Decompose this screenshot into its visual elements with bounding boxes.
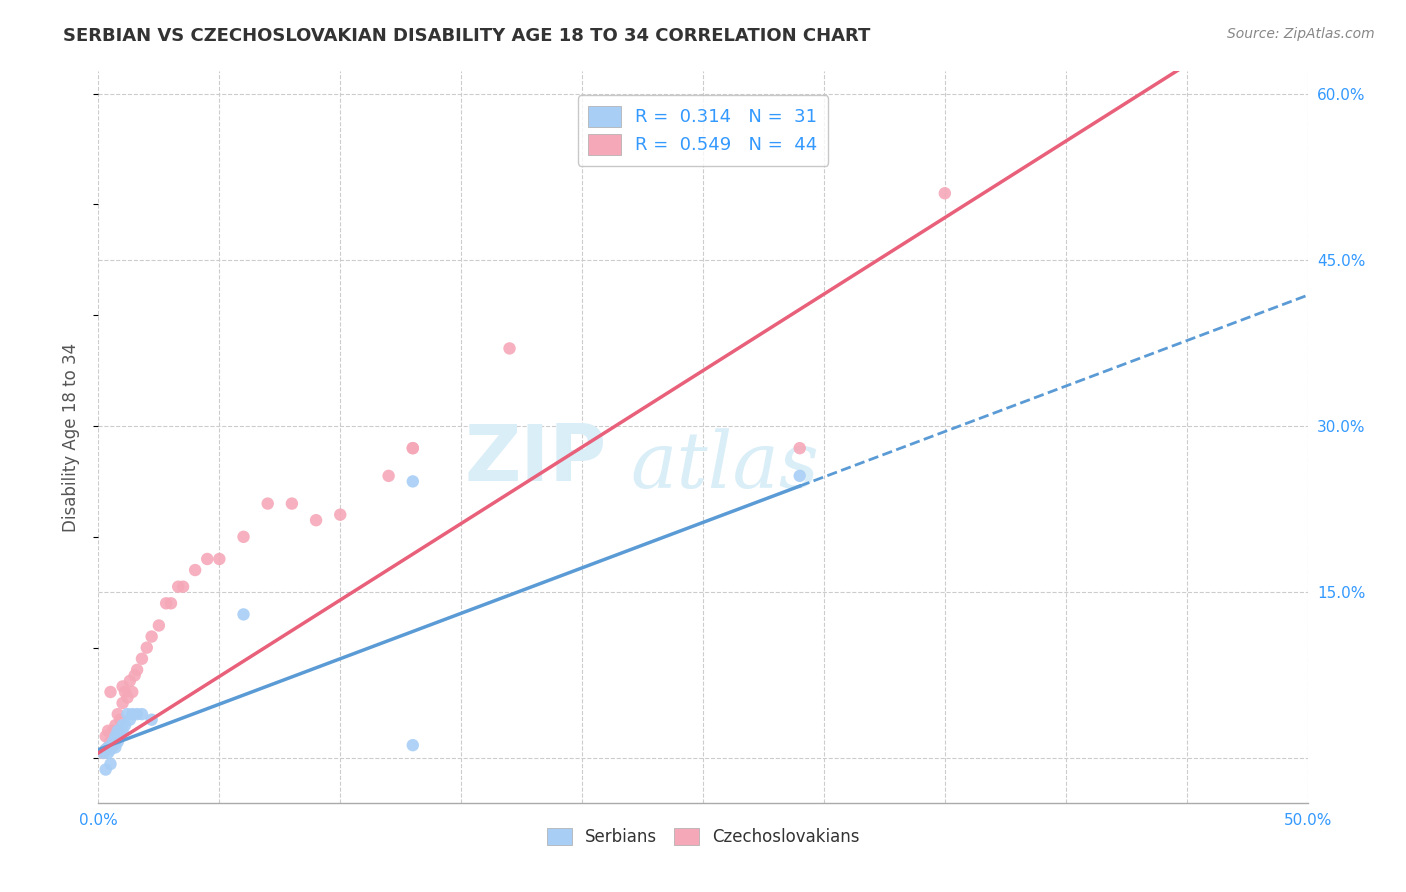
Text: ZIP: ZIP <box>464 421 606 497</box>
Point <box>195 552 218 566</box>
Point <box>141 713 163 727</box>
Point <box>402 475 425 489</box>
Point <box>108 729 131 743</box>
Point <box>101 723 124 738</box>
Point <box>184 563 207 577</box>
Point <box>789 441 811 455</box>
Point <box>131 707 153 722</box>
Point <box>97 740 120 755</box>
Point <box>121 685 143 699</box>
Point <box>127 663 149 677</box>
Point <box>114 718 136 732</box>
Point <box>108 713 131 727</box>
Point <box>94 729 117 743</box>
Point <box>155 596 177 610</box>
Point <box>100 735 122 749</box>
Point <box>107 729 129 743</box>
Text: Source: ZipAtlas.com: Source: ZipAtlas.com <box>1227 27 1375 41</box>
Point <box>104 735 127 749</box>
Point <box>124 668 146 682</box>
Point <box>101 735 124 749</box>
Point <box>117 690 139 705</box>
Point <box>118 713 141 727</box>
Point <box>208 552 231 566</box>
Point <box>107 723 129 738</box>
Point <box>377 468 399 483</box>
Point <box>131 651 153 665</box>
Point <box>108 723 131 738</box>
Point <box>97 723 120 738</box>
Point <box>141 630 163 644</box>
Point <box>107 723 129 738</box>
Point <box>94 742 117 756</box>
Legend: R =  0.314   N =  31, R =  0.549   N =  44: R = 0.314 N = 31, R = 0.549 N = 44 <box>578 95 828 166</box>
Point <box>111 723 134 738</box>
Point <box>160 596 183 610</box>
Point <box>104 729 127 743</box>
Point <box>104 740 127 755</box>
Point <box>402 441 425 455</box>
Point <box>107 735 129 749</box>
Point <box>114 685 136 699</box>
Point <box>121 707 143 722</box>
Point <box>101 738 124 752</box>
Text: atlas: atlas <box>630 428 820 505</box>
Point <box>127 707 149 722</box>
Point <box>789 468 811 483</box>
Point <box>100 740 122 755</box>
Point <box>111 680 134 694</box>
Point <box>104 735 127 749</box>
Point <box>402 738 425 752</box>
Text: SERBIAN VS CZECHOSLOVAKIAN DISABILITY AGE 18 TO 34 CORRELATION CHART: SERBIAN VS CZECHOSLOVAKIAN DISABILITY AG… <box>63 27 870 45</box>
Point <box>167 580 190 594</box>
Point <box>91 746 114 760</box>
Point <box>305 513 328 527</box>
Point <box>100 742 122 756</box>
Point <box>100 685 122 699</box>
Point <box>256 497 278 511</box>
Point <box>172 580 194 594</box>
Point <box>232 607 254 622</box>
Point <box>111 696 134 710</box>
Point <box>498 342 520 356</box>
Point <box>94 742 117 756</box>
Point <box>101 738 124 752</box>
Point <box>148 618 170 632</box>
Point <box>329 508 352 522</box>
Point <box>111 718 134 732</box>
Point <box>281 497 304 511</box>
Point <box>97 746 120 760</box>
Point <box>91 746 114 760</box>
Point <box>97 740 120 755</box>
Point <box>107 707 129 722</box>
Point <box>104 718 127 732</box>
Point <box>118 673 141 688</box>
Y-axis label: Disability Age 18 to 34: Disability Age 18 to 34 <box>62 343 80 532</box>
Point <box>232 530 254 544</box>
Point <box>94 763 117 777</box>
Point <box>934 186 956 201</box>
Point <box>402 441 425 455</box>
Point <box>117 707 139 722</box>
Point <box>135 640 157 655</box>
Point <box>100 757 122 772</box>
